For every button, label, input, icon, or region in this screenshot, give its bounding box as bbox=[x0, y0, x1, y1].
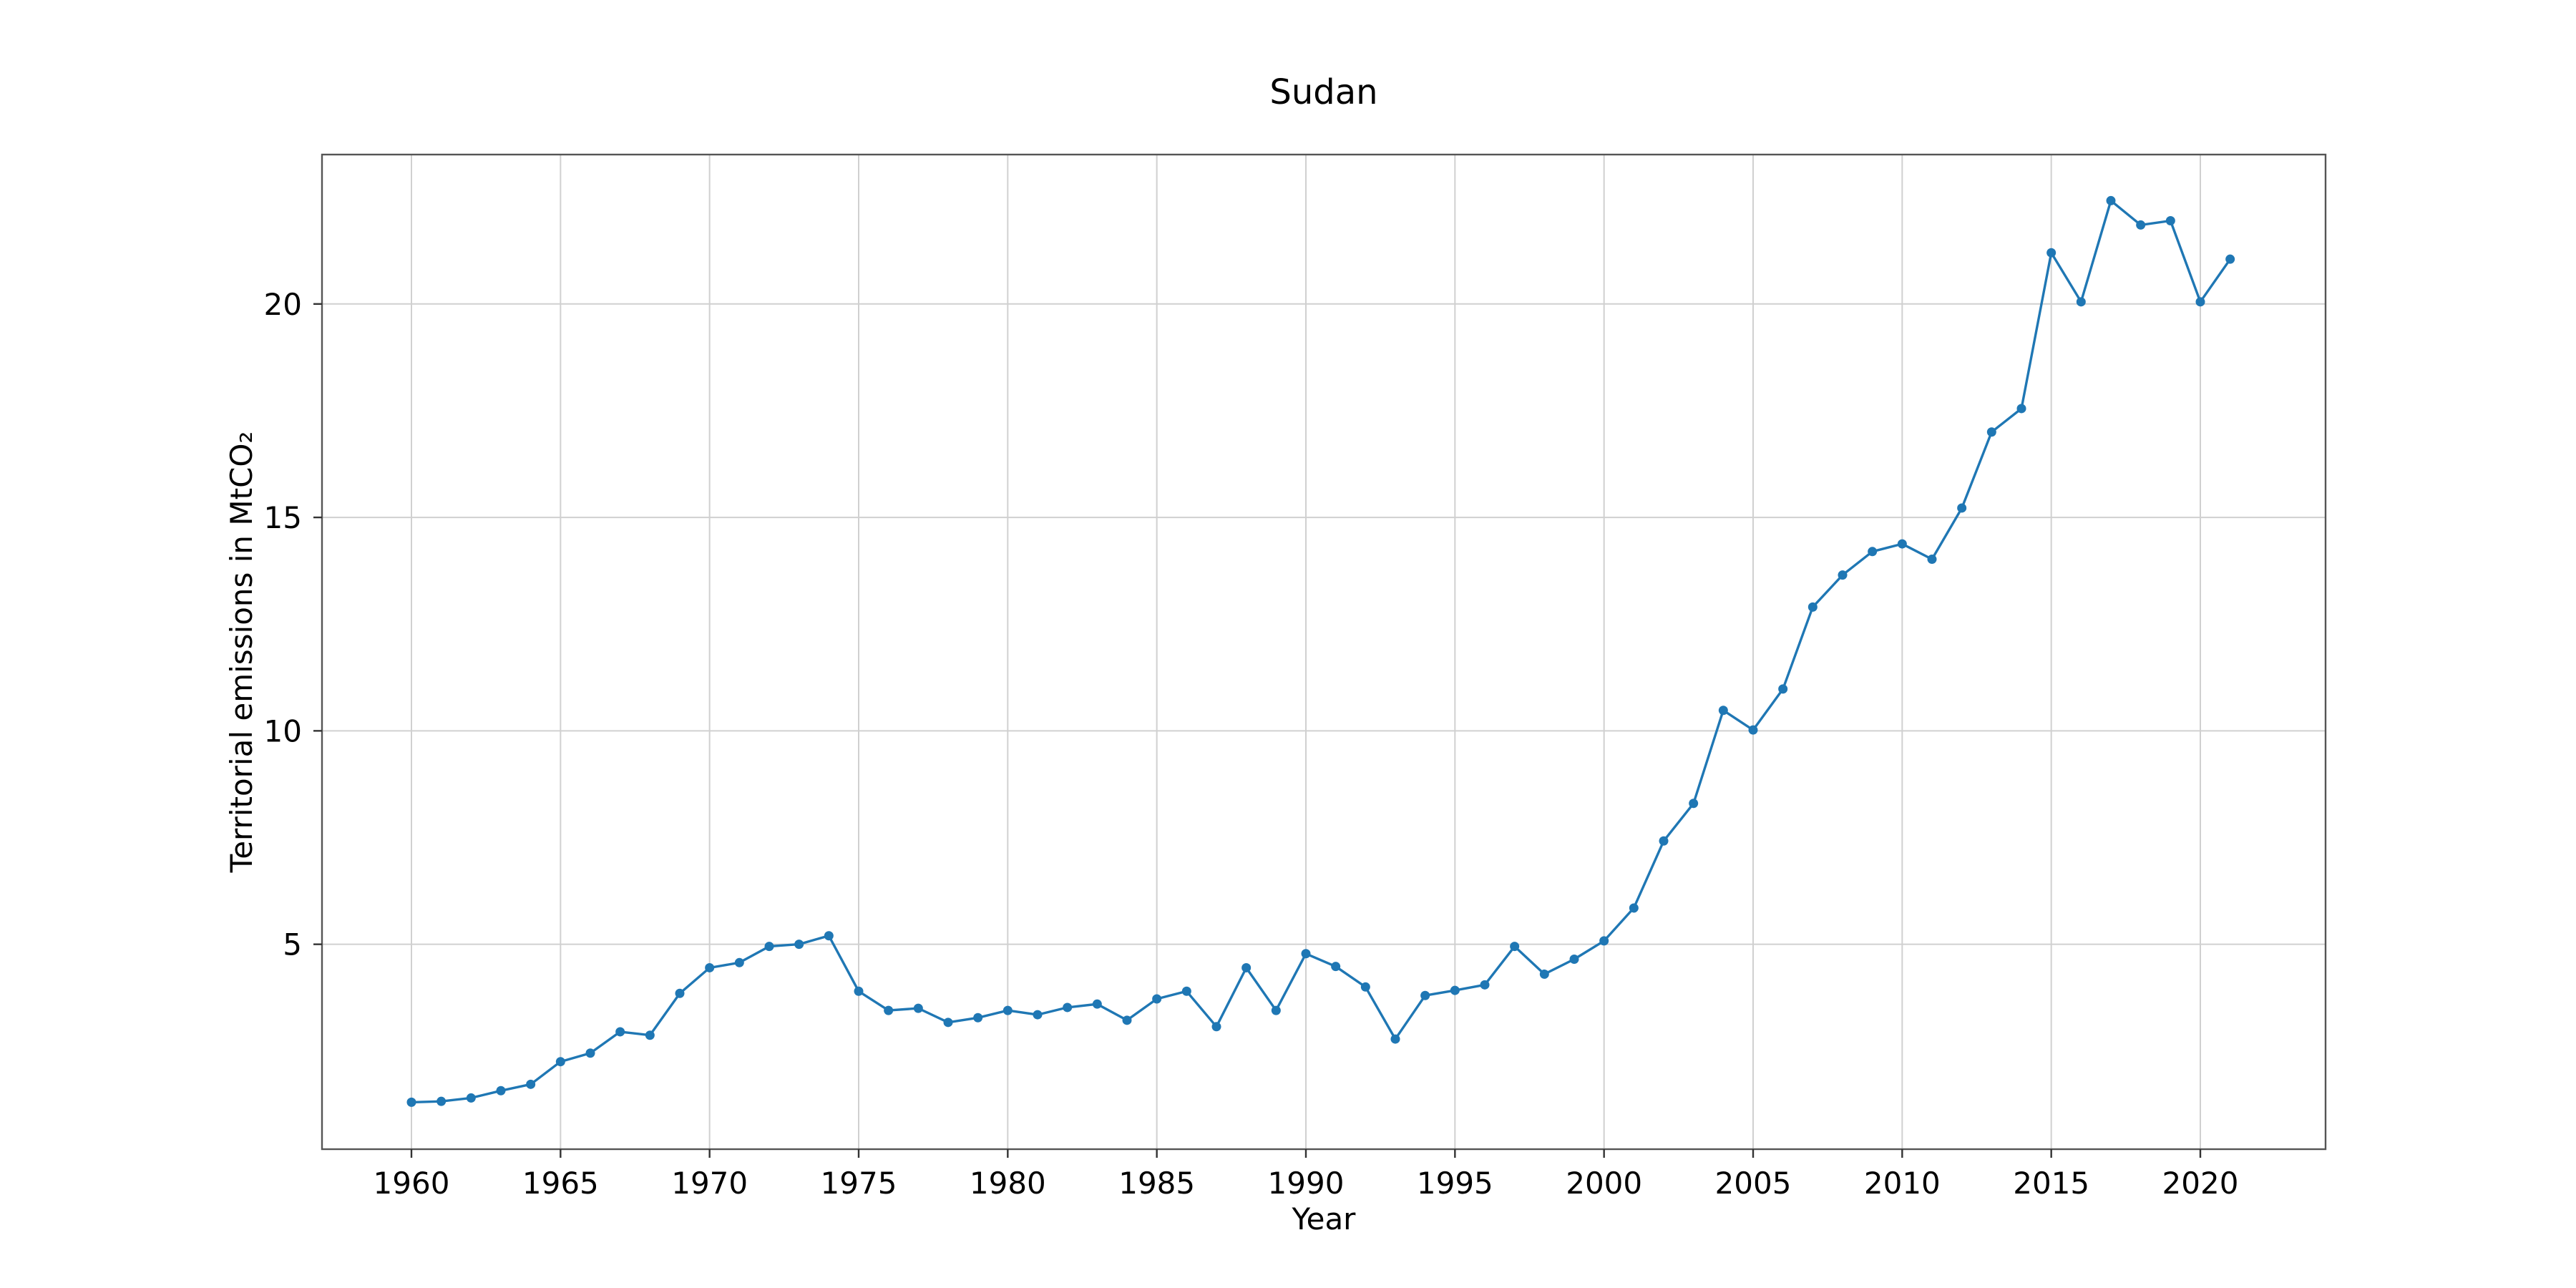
data-point bbox=[1271, 1005, 1281, 1015]
data-point bbox=[1748, 725, 1758, 735]
data-point bbox=[943, 1018, 953, 1028]
data-point bbox=[1360, 982, 1370, 992]
data-point bbox=[913, 1003, 923, 1013]
data-point bbox=[824, 931, 834, 941]
data-point bbox=[1092, 999, 1102, 1009]
data-point bbox=[2195, 297, 2205, 307]
x-tick-label: 1980 bbox=[970, 1166, 1046, 1201]
data-point bbox=[1241, 962, 1252, 972]
y-axis-label: Territorial emissions in MtCO₂ bbox=[224, 431, 259, 874]
data-point bbox=[555, 1057, 565, 1067]
x-tick-label: 1960 bbox=[374, 1166, 450, 1201]
data-point bbox=[764, 942, 774, 952]
data-point bbox=[1986, 427, 1996, 437]
data-point bbox=[406, 1097, 416, 1107]
x-tick-label: 2015 bbox=[2013, 1166, 2089, 1201]
data-point bbox=[1629, 903, 1639, 913]
data-point bbox=[1390, 1034, 1400, 1044]
data-point bbox=[1480, 980, 1490, 990]
x-tick-label: 2000 bbox=[1566, 1166, 1642, 1201]
data-point bbox=[1838, 570, 1848, 580]
data-point bbox=[1331, 962, 1341, 972]
data-point bbox=[1807, 602, 1818, 612]
data-point bbox=[1450, 985, 1460, 995]
data-point bbox=[1569, 955, 1579, 965]
data-point bbox=[734, 957, 744, 967]
data-point bbox=[854, 986, 864, 996]
data-point bbox=[1122, 1015, 1132, 1025]
data-point bbox=[1957, 503, 1967, 513]
series-line bbox=[411, 199, 2232, 1104]
data-point bbox=[2016, 404, 2026, 414]
series-layer bbox=[406, 195, 2235, 1107]
data-point bbox=[1152, 994, 1162, 1004]
data-point bbox=[1033, 1010, 1043, 1020]
data-point bbox=[1599, 936, 1609, 946]
x-tick-label: 2020 bbox=[2162, 1166, 2239, 1201]
y-tick-label: 5 bbox=[283, 927, 302, 962]
data-point bbox=[1689, 799, 1699, 809]
x-tick-label: 1995 bbox=[1417, 1166, 1493, 1201]
data-point bbox=[1211, 1022, 1221, 1032]
chart-title: Sudan bbox=[1269, 72, 1377, 112]
data-point bbox=[526, 1079, 536, 1089]
data-point bbox=[1002, 1005, 1013, 1015]
tick-layer: 1960 1965 1970 1975 1980 1985 1990 1995 2000 2005… bbox=[264, 287, 2239, 1201]
data-point bbox=[2106, 195, 2116, 205]
grid-layer bbox=[322, 155, 2326, 1149]
data-point bbox=[1778, 684, 1788, 694]
data-point bbox=[585, 1048, 595, 1058]
data-point bbox=[1301, 949, 1311, 959]
data-point bbox=[705, 962, 715, 972]
plot-frame bbox=[321, 153, 2327, 1151]
x-axis-label: Year bbox=[1292, 1201, 1357, 1236]
data-point bbox=[1897, 539, 1907, 549]
data-point bbox=[1063, 1002, 1073, 1013]
data-point bbox=[884, 1005, 894, 1015]
data-point bbox=[466, 1093, 476, 1103]
data-point bbox=[973, 1013, 983, 1023]
data-point bbox=[2136, 220, 2146, 230]
x-tick-label: 1985 bbox=[1118, 1166, 1195, 1201]
data-point bbox=[1181, 986, 1191, 996]
data-point bbox=[645, 1030, 655, 1040]
data-point bbox=[1420, 990, 1430, 1000]
data-point bbox=[2165, 215, 2175, 225]
data-point bbox=[615, 1027, 625, 1037]
x-tick-label: 1990 bbox=[1268, 1166, 1345, 1201]
data-point bbox=[675, 988, 685, 998]
data-point bbox=[1539, 969, 1549, 979]
data-point bbox=[1659, 836, 1669, 846]
x-tick-label: 1975 bbox=[821, 1166, 897, 1201]
data-point bbox=[2225, 254, 2235, 264]
y-tick-label: 20 bbox=[264, 287, 302, 322]
data-point bbox=[1927, 555, 1937, 565]
x-tick-label: 1965 bbox=[522, 1166, 599, 1201]
y-tick-label: 15 bbox=[264, 500, 302, 535]
x-tick-label: 2005 bbox=[1715, 1166, 1792, 1201]
data-point bbox=[496, 1085, 506, 1096]
data-point bbox=[1510, 942, 1520, 952]
x-tick-label: 2010 bbox=[1864, 1166, 1941, 1201]
data-point bbox=[794, 940, 804, 950]
data-point bbox=[1868, 547, 1878, 557]
data-point bbox=[2076, 297, 2086, 307]
y-tick-label: 10 bbox=[264, 713, 302, 748]
x-tick-label: 1970 bbox=[671, 1166, 748, 1201]
data-point bbox=[2046, 248, 2057, 258]
data-point bbox=[436, 1096, 447, 1106]
data-point bbox=[1718, 706, 1728, 716]
